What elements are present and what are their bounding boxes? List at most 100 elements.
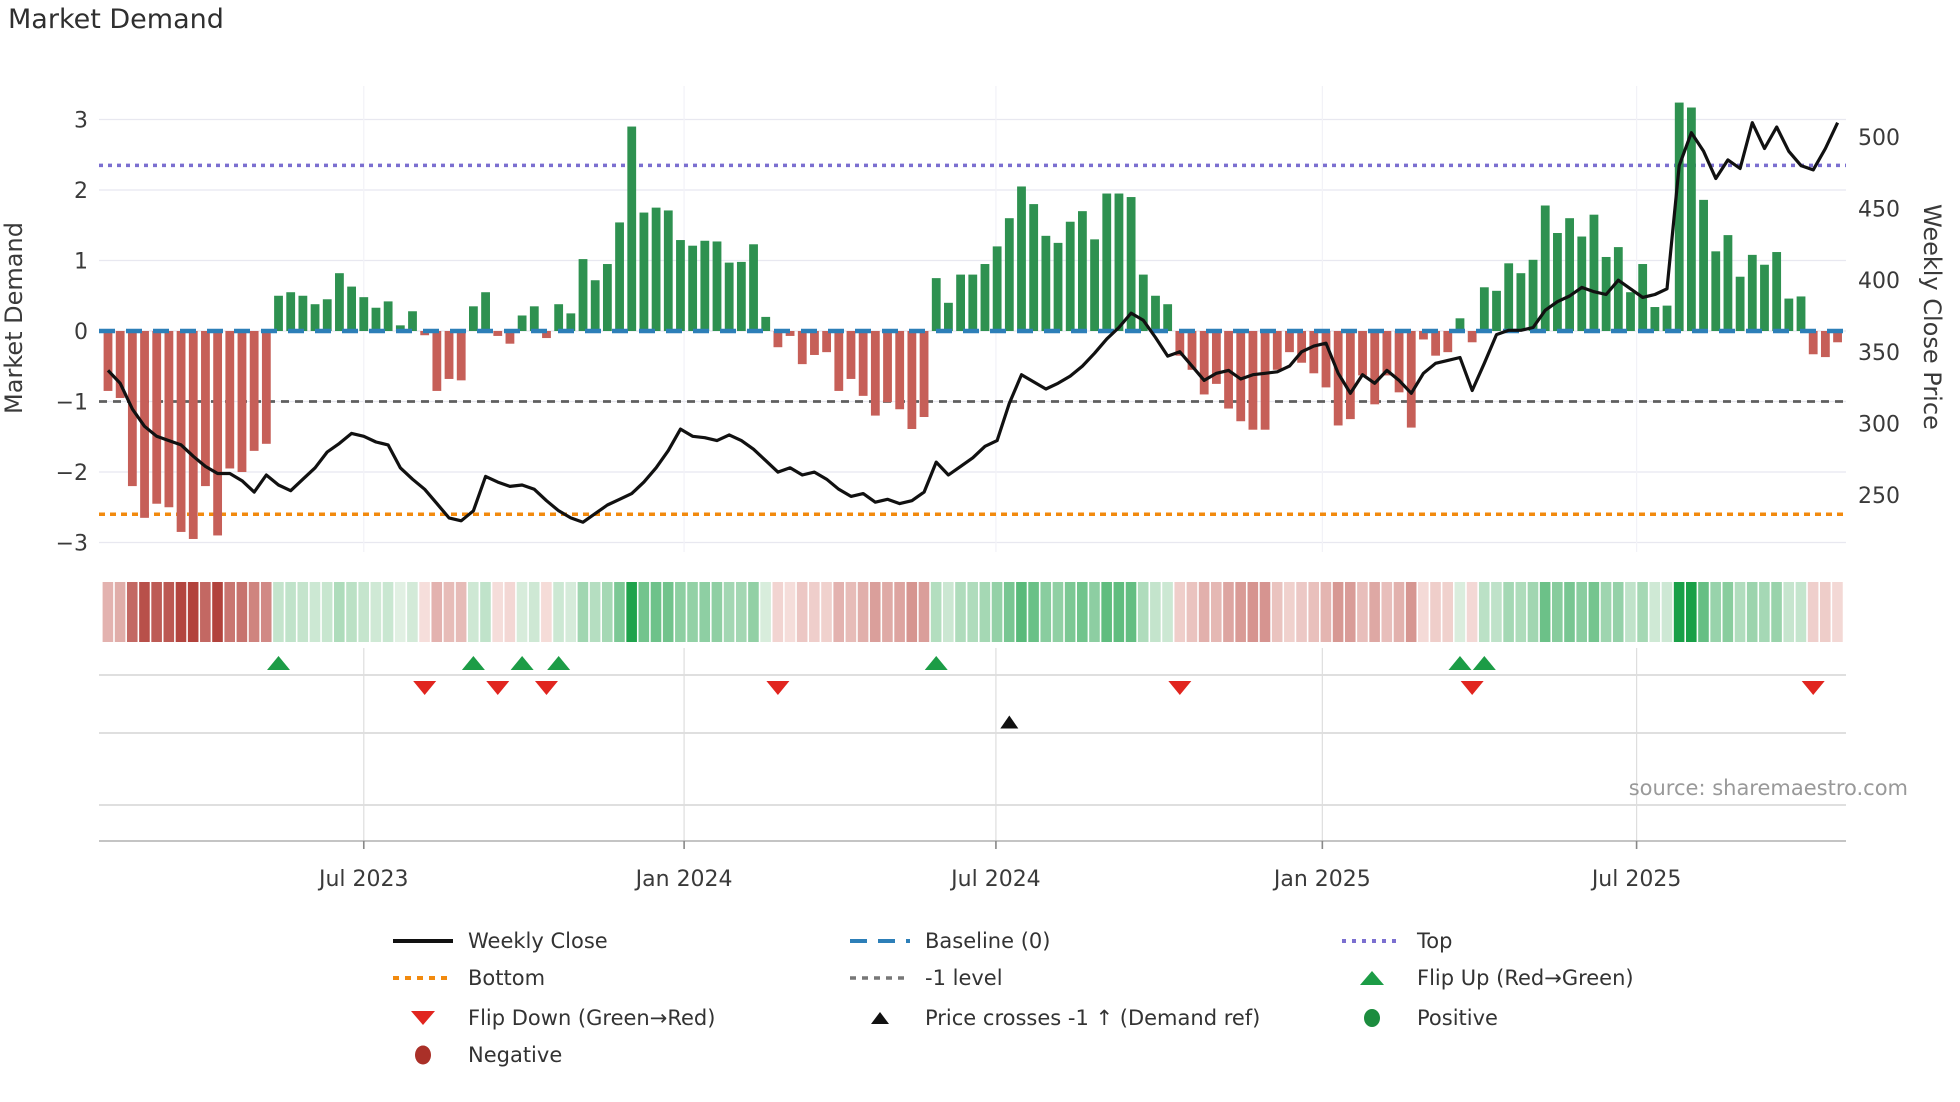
flip-up-marker xyxy=(1448,656,1472,670)
demand-bar-positive xyxy=(639,212,649,331)
x-tick-label: Jan 2024 xyxy=(634,867,733,892)
demand-bar-negative xyxy=(1321,331,1331,388)
heatmap-cell xyxy=(906,582,918,642)
demand-bar-negative xyxy=(1820,331,1830,358)
heatmap-cell xyxy=(480,582,491,642)
demand-bar-positive xyxy=(1504,263,1514,331)
demand-bar-negative xyxy=(797,331,807,365)
heatmap-cell xyxy=(309,582,321,642)
demand-bar-positive xyxy=(554,304,564,331)
flip-down-marker xyxy=(413,681,437,695)
heatmap-cell xyxy=(455,582,467,642)
demand-bar-positive xyxy=(1723,235,1733,331)
heatmap-cell xyxy=(1052,582,1064,642)
flip-up-marker xyxy=(461,656,485,670)
demand-bar-negative xyxy=(834,331,844,391)
heatmap-cell xyxy=(1077,582,1088,642)
demand-bar-positive xyxy=(651,207,661,331)
demand-bar-positive xyxy=(310,304,320,331)
heatmap-cell xyxy=(1722,582,1734,642)
heatmap-cell xyxy=(1771,582,1782,642)
heatmap-cell xyxy=(1369,582,1380,642)
demand-bar-negative xyxy=(810,331,819,355)
heatmap-cell xyxy=(1344,582,1356,642)
demand-bar-positive xyxy=(736,261,746,331)
demand-bar-positive xyxy=(676,240,685,331)
demand-bar-negative xyxy=(1467,331,1477,343)
x-tick-label: Jul 2025 xyxy=(1590,867,1682,892)
flip-down-marker xyxy=(766,681,790,695)
heatmap-cell xyxy=(1759,582,1770,642)
heatmap-cell xyxy=(297,582,309,642)
demand-bar-positive xyxy=(1796,296,1806,331)
demand-bar-positive xyxy=(1565,218,1574,331)
demand-bar-positive xyxy=(1760,264,1769,331)
heatmap-cell xyxy=(1259,582,1271,642)
demand-bar-positive xyxy=(1138,274,1148,331)
demand-bar-negative xyxy=(176,331,186,532)
heatmap-cell xyxy=(516,582,528,642)
heatmap-cell xyxy=(431,582,443,642)
demand-bar-positive xyxy=(1479,287,1489,331)
heatmap-cell xyxy=(1795,582,1807,642)
heatmap-cell xyxy=(1271,582,1283,642)
demand-bar-positive xyxy=(469,306,478,331)
demand-bar-positive xyxy=(286,292,296,331)
flip-up-marker xyxy=(510,656,534,670)
price-cross-marker xyxy=(1000,715,1019,729)
heatmap-cell xyxy=(1783,582,1795,642)
demand-bar-negative xyxy=(152,331,162,504)
heatmap-cell xyxy=(553,582,564,642)
demand-bar-positive xyxy=(371,307,381,331)
heatmap-cell xyxy=(1576,582,1587,642)
demand-bar-positive xyxy=(1516,273,1526,331)
heatmap-cell xyxy=(869,582,881,642)
heatmap-cell xyxy=(857,582,869,642)
demand-bar-positive xyxy=(1687,107,1696,331)
heatmap-cell xyxy=(638,582,650,642)
heatmap-cell xyxy=(565,582,577,642)
flip-down-marker xyxy=(1801,681,1825,695)
heatmap-cell xyxy=(102,582,114,642)
demand-bar-positive xyxy=(566,313,576,331)
heatmap-cell xyxy=(1308,582,1320,642)
demand-bar-negative xyxy=(1297,331,1307,363)
heatmap-cell xyxy=(894,582,905,642)
demand-bar-negative xyxy=(1370,331,1380,405)
demand-bar-positive xyxy=(1017,186,1026,331)
x-tick-label: Jul 2024 xyxy=(949,867,1041,892)
heatmap-cell xyxy=(1198,582,1210,642)
demand-bar-positive xyxy=(274,295,283,331)
heatmap-cell xyxy=(1649,582,1661,642)
heatmap-cell xyxy=(1478,582,1490,642)
demand-bar-positive xyxy=(1711,251,1721,331)
demand-bar-negative xyxy=(493,331,503,336)
demand-bar-positive xyxy=(1650,307,1660,331)
demand-bar-negative xyxy=(444,331,454,379)
heatmap-cell xyxy=(1515,582,1527,642)
demand-bar-positive xyxy=(298,295,308,331)
flip-up-marker xyxy=(547,656,571,670)
heatmap-cell xyxy=(967,582,978,642)
heatmap-cell xyxy=(1612,582,1624,642)
heatmap-cell xyxy=(212,582,223,642)
demand-bar-positive xyxy=(712,241,722,331)
heatmap-cell xyxy=(407,582,418,642)
heatmap-cell xyxy=(589,582,601,642)
y-tick-label: 2 xyxy=(74,179,88,204)
heatmap-cell xyxy=(723,582,735,642)
heatmap-cell xyxy=(321,582,333,642)
heatmap-cell xyxy=(224,582,235,642)
demand-bar-positive xyxy=(1735,276,1745,331)
demand-bar-negative xyxy=(1833,331,1842,343)
demand-bar-negative xyxy=(1431,331,1441,356)
demand-bar-negative xyxy=(456,331,466,381)
demand-bar-positive xyxy=(700,240,710,331)
y2-tick-label: 500 xyxy=(1858,126,1900,151)
heatmap-cell xyxy=(1661,582,1673,642)
heatmap-cell xyxy=(809,582,820,642)
heatmap-cell xyxy=(882,582,893,642)
demand-bar-positive xyxy=(615,222,624,331)
heatmap-cell xyxy=(1442,582,1453,642)
heatmap-cell xyxy=(955,582,966,642)
